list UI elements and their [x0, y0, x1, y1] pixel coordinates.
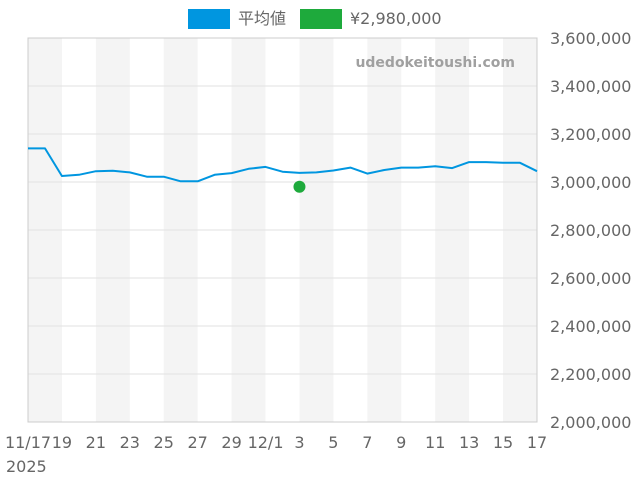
y-tick-label: 2,600,000 [550, 269, 631, 288]
x-tick-label: 11 [425, 433, 445, 452]
x-tick-label: 21 [86, 433, 106, 452]
x-tick-label: 3 [294, 433, 304, 452]
x-tick-label: 27 [187, 433, 207, 452]
y-tick-label: 2,200,000 [550, 365, 631, 384]
y-tick-label: 3,400,000 [550, 77, 631, 96]
legend-swatch-price [300, 9, 342, 29]
x-tick-label: 29 [221, 433, 241, 452]
x-axis-ticks: 11/17 19 21 23 25 27 29 12/1 3 5 7 9 11 13 15 17 2025 [5, 433, 547, 476]
x-tick-label: 9 [396, 433, 406, 452]
legend-label-average: 平均値 [238, 9, 287, 28]
price-point-0 [293, 180, 306, 193]
y-tick-label: 2,400,000 [550, 317, 631, 336]
x-year-label: 2025 [6, 457, 47, 476]
plot-frame [27, 37, 538, 423]
watermark: udedokeitoushi.com [355, 55, 515, 71]
y-tick-label: 2,000,000 [550, 413, 631, 432]
x-tick-label: 25 [154, 433, 174, 452]
y-tick-label: 3,200,000 [550, 125, 631, 144]
x-tick-label: 23 [120, 433, 140, 452]
y-tick-label: 2,800,000 [550, 221, 631, 240]
legend: 平均値 ¥2,980,000 [0, 8, 640, 30]
y-tick-label: 3,600,000 [550, 29, 631, 48]
legend-label-price: ¥2,980,000 [350, 9, 442, 28]
x-tick-label: 11/17 [5, 433, 51, 452]
series-line-0 [28, 147, 538, 183]
points-layer [293, 180, 306, 193]
y-tick-label: 3,000,000 [550, 173, 631, 192]
x-tick-label: 13 [459, 433, 479, 452]
series-layer [28, 147, 538, 183]
x-tick-label: 15 [493, 433, 513, 452]
x-tick-label: 12/1 [248, 433, 284, 452]
x-tick-label: 7 [362, 433, 372, 452]
y-axis-ticks: 2,000,000 2,200,000 2,400,000 2,600,000 2,80… [550, 29, 631, 432]
legend-swatch-average [188, 9, 230, 29]
x-tick-label: 17 [527, 433, 547, 452]
x-tick-label: 5 [328, 433, 338, 452]
x-tick-label: 19 [52, 433, 72, 452]
plot-border [27, 37, 538, 423]
